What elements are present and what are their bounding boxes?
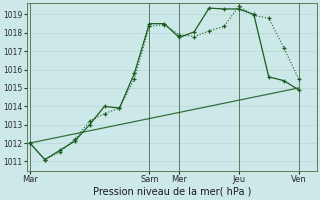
- X-axis label: Pression niveau de la mer( hPa ): Pression niveau de la mer( hPa ): [92, 187, 251, 197]
